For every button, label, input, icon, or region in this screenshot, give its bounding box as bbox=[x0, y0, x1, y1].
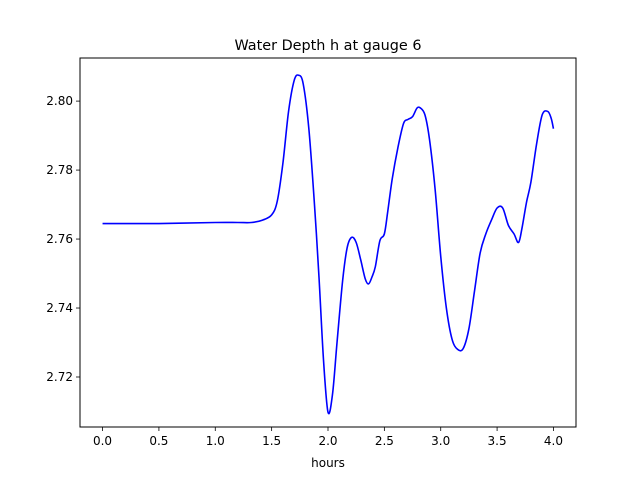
x-tick-label: 1.0 bbox=[206, 434, 225, 448]
x-tick-label: 0.0 bbox=[93, 434, 112, 448]
y-tick-label: 2.80 bbox=[46, 94, 73, 108]
x-tick-label: 0.5 bbox=[149, 434, 168, 448]
x-tick-label: 1.5 bbox=[262, 434, 281, 448]
y-tick-label: 2.78 bbox=[46, 163, 73, 177]
x-axis-ticks: 0.0 0.5 1.0 1.5 2.0 2.5 3.0 3.5 4.0 bbox=[93, 427, 563, 448]
y-tick-label: 2.76 bbox=[46, 232, 73, 246]
y-axis-ticks: 2.72 2.74 2.76 2.78 2.80 bbox=[46, 94, 80, 384]
x-tick-label: 4.0 bbox=[544, 434, 563, 448]
x-tick-label: 2.0 bbox=[318, 434, 337, 448]
series-line bbox=[102, 74, 555, 415]
x-tick-label: 3.0 bbox=[431, 434, 450, 448]
x-axis-label: hours bbox=[311, 456, 345, 470]
chart-title: Water Depth h at gauge 6 bbox=[234, 38, 421, 54]
x-tick-label: 3.5 bbox=[488, 434, 507, 448]
axes-frame bbox=[79, 57, 577, 428]
y-tick-label: 2.74 bbox=[46, 301, 73, 315]
plot-area bbox=[102, 74, 555, 415]
x-tick-label: 2.5 bbox=[375, 434, 394, 448]
y-tick-label: 2.72 bbox=[46, 370, 73, 384]
